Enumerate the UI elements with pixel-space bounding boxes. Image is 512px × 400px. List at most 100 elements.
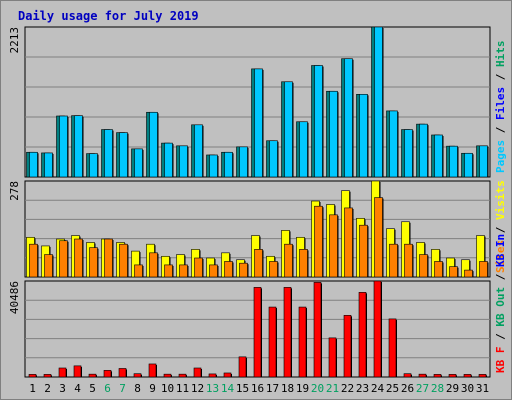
- bar-sites: [389, 243, 398, 278]
- bar-sites: [359, 224, 368, 278]
- bar-files: [434, 134, 443, 178]
- bar-sites: [224, 261, 233, 278]
- panel-hits-files-pages: 2213: [8, 26, 491, 178]
- bar-files: [74, 115, 83, 178]
- day-label: 13: [206, 382, 219, 395]
- bar-kb-f: [88, 373, 97, 378]
- day-label: 9: [149, 382, 156, 395]
- bar-files: [479, 145, 488, 178]
- day-label: 1: [29, 382, 36, 395]
- bar-files: [134, 148, 143, 178]
- bar-kb-f: [478, 374, 487, 378]
- day-label: 24: [371, 382, 385, 395]
- legend-item: KB F: [494, 347, 507, 374]
- bar-files: [194, 124, 203, 178]
- bar-sites: [119, 243, 128, 278]
- bar-kb-f: [118, 368, 127, 378]
- bar-sites: [179, 264, 188, 278]
- bar-sites: [434, 261, 443, 278]
- bar-files: [239, 146, 248, 178]
- day-label: 6: [104, 382, 111, 395]
- bar-kb-f: [163, 373, 172, 378]
- bar-files: [119, 132, 128, 178]
- panel-kb: 40486: [8, 280, 491, 378]
- bar-sites: [449, 266, 458, 278]
- bar-sites: [419, 254, 428, 278]
- bar-sites: [344, 207, 353, 278]
- day-label: 17: [266, 382, 279, 395]
- bar-sites: [404, 243, 413, 278]
- panel-max-label: 40486: [8, 281, 21, 314]
- legend-item: Hits: [494, 41, 507, 68]
- bar-kb-f: [403, 373, 412, 378]
- bar-kb-f: [313, 282, 322, 378]
- day-label: 21: [326, 382, 339, 395]
- bar-files: [419, 123, 428, 178]
- chart-title: Daily usage for July 2019: [18, 9, 199, 23]
- day-label: 30: [461, 382, 474, 395]
- bar-sites: [164, 264, 173, 278]
- bar-kb-f: [208, 373, 217, 378]
- panel-legend: Sites / Visits: [494, 180, 507, 273]
- legend-item: KB Out: [494, 287, 507, 327]
- bar-sites: [194, 257, 203, 278]
- bar-kb-f: [43, 374, 52, 378]
- bar-kb-f: [343, 315, 352, 378]
- bar-kb-f: [448, 374, 457, 378]
- bar-files: [254, 68, 263, 178]
- bar-kb-f: [418, 373, 427, 378]
- bar-files: [224, 151, 233, 178]
- bar-kb-f: [283, 287, 292, 378]
- panel-visits-sites: 278: [8, 180, 491, 278]
- bar-sites: [29, 243, 38, 278]
- day-label: 31: [476, 382, 489, 395]
- day-label: 8: [134, 382, 141, 395]
- day-label: 3: [59, 382, 66, 395]
- day-label: 22: [341, 382, 354, 395]
- bar-files: [29, 151, 38, 178]
- legend-item: Files: [494, 87, 507, 120]
- bar-kb-f: [373, 280, 382, 378]
- day-label: 15: [236, 382, 249, 395]
- legend-item: Sites: [494, 240, 507, 273]
- bar-sites: [374, 197, 383, 278]
- bar-files: [269, 140, 278, 178]
- bar-kb-f: [133, 373, 142, 378]
- bar-kb-f: [358, 292, 367, 378]
- bar-sites: [134, 264, 143, 278]
- bar-sites: [479, 261, 488, 278]
- bar-files: [359, 94, 368, 178]
- legend-separator: /: [494, 67, 507, 87]
- bar-files: [404, 129, 413, 178]
- bar-files: [299, 121, 308, 178]
- bar-files: [374, 26, 383, 178]
- bar-sites: [269, 261, 278, 278]
- bar-files: [149, 111, 158, 178]
- bar-files: [449, 145, 458, 178]
- bar-sites: [104, 238, 113, 278]
- day-label: 5: [89, 382, 96, 395]
- bar-files: [284, 81, 293, 178]
- bar-kb-f: [73, 365, 82, 378]
- bar-sites: [329, 214, 338, 278]
- bar-sites: [209, 264, 218, 278]
- day-label: 14: [221, 382, 235, 395]
- day-label: 2: [44, 382, 51, 395]
- day-label: 7: [119, 382, 126, 395]
- bar-files: [389, 110, 398, 178]
- bar-kb-f: [178, 373, 187, 378]
- day-label: 28: [431, 382, 444, 395]
- day-label: 10: [161, 382, 174, 395]
- bar-sites: [254, 249, 263, 278]
- bar-kb-f: [433, 374, 442, 378]
- bar-kb-f: [238, 356, 247, 378]
- bar-files: [209, 154, 218, 178]
- bar-kb-f: [193, 367, 202, 378]
- legend-separator: /: [494, 267, 507, 287]
- bar-sites: [314, 205, 323, 278]
- bar-kb-f: [298, 306, 307, 378]
- day-label: 11: [176, 382, 189, 395]
- bar-files: [44, 152, 53, 178]
- day-label: 23: [356, 382, 369, 395]
- bar-kb-f: [58, 367, 67, 378]
